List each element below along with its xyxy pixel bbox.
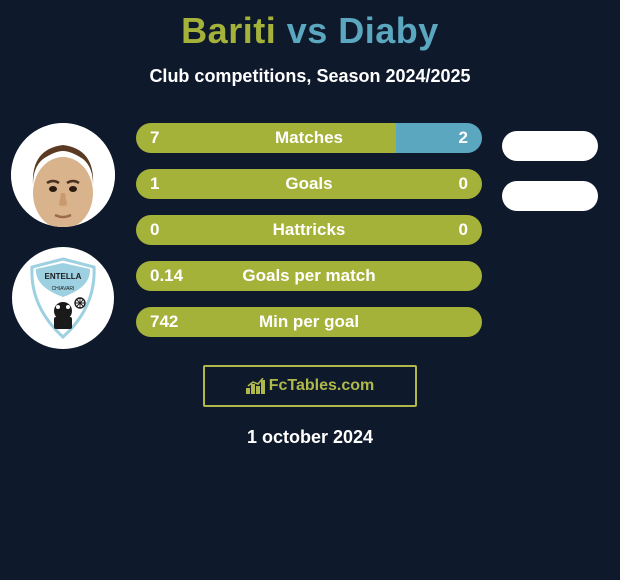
club-crest-icon: ENTELLA CHIAVARI: [28, 257, 98, 339]
stat-label: Min per goal: [259, 312, 359, 332]
title-player2: Diaby: [338, 10, 439, 51]
stat-left-value: 0.14: [150, 266, 183, 286]
player2-crest-placeholder: [502, 181, 598, 211]
svg-text:CHIAVARI: CHIAVARI: [52, 286, 75, 292]
stat-right-segment: 2: [396, 123, 483, 153]
watermark-text: FcTables.com: [269, 377, 375, 395]
stat-label: Hattricks: [273, 220, 346, 240]
stat-row: 0 0 Hattricks: [136, 215, 482, 245]
subtitle: Club competitions, Season 2024/2025: [0, 66, 620, 87]
player2-column: [492, 131, 608, 211]
watermark: FcTables.com: [203, 365, 417, 407]
player1-face-icon: [11, 123, 115, 227]
stat-left-value: 742: [150, 312, 178, 332]
stat-row: 7 2 Matches: [136, 123, 482, 153]
stat-row: 742 Min per goal: [136, 307, 482, 337]
stat-row: 0.14 Goals per match: [136, 261, 482, 291]
stat-left-segment: 7: [136, 123, 396, 153]
stat-left-value: 7: [150, 128, 159, 148]
stat-bars: 7 2 Matches 1 0 Goals 0 0 Hattricks 0.14 Goals per…: [136, 123, 482, 337]
content-area: ENTELLA CHIAVARI 7 2 Matches 1 0 Goals 0 0 Hattr…: [0, 123, 620, 337]
svg-text:ENTELLA: ENTELLA: [45, 272, 82, 281]
watermark-chart-icon: [246, 378, 266, 394]
stat-left-value: 0: [150, 220, 159, 240]
stat-right-value: 2: [459, 128, 468, 148]
stat-right-value: 0: [459, 174, 468, 194]
stat-label: Goals per match: [242, 266, 375, 286]
title-player1: Bariti: [181, 10, 276, 51]
stat-row: 1 0 Goals: [136, 169, 482, 199]
date-stamp: 1 october 2024: [0, 427, 620, 448]
comparison-title: Bariti vs Diaby: [0, 0, 620, 52]
stat-label: Goals: [285, 174, 332, 194]
player2-avatar-placeholder: [502, 131, 598, 161]
stat-left-value: 1: [150, 174, 159, 194]
stat-label: Matches: [275, 128, 343, 148]
stat-right-value: 0: [459, 220, 468, 240]
title-vs: vs: [287, 10, 328, 51]
player1-column: ENTELLA CHIAVARI: [8, 123, 118, 349]
player1-club-crest: ENTELLA CHIAVARI: [12, 247, 114, 349]
player1-avatar: [11, 123, 115, 227]
